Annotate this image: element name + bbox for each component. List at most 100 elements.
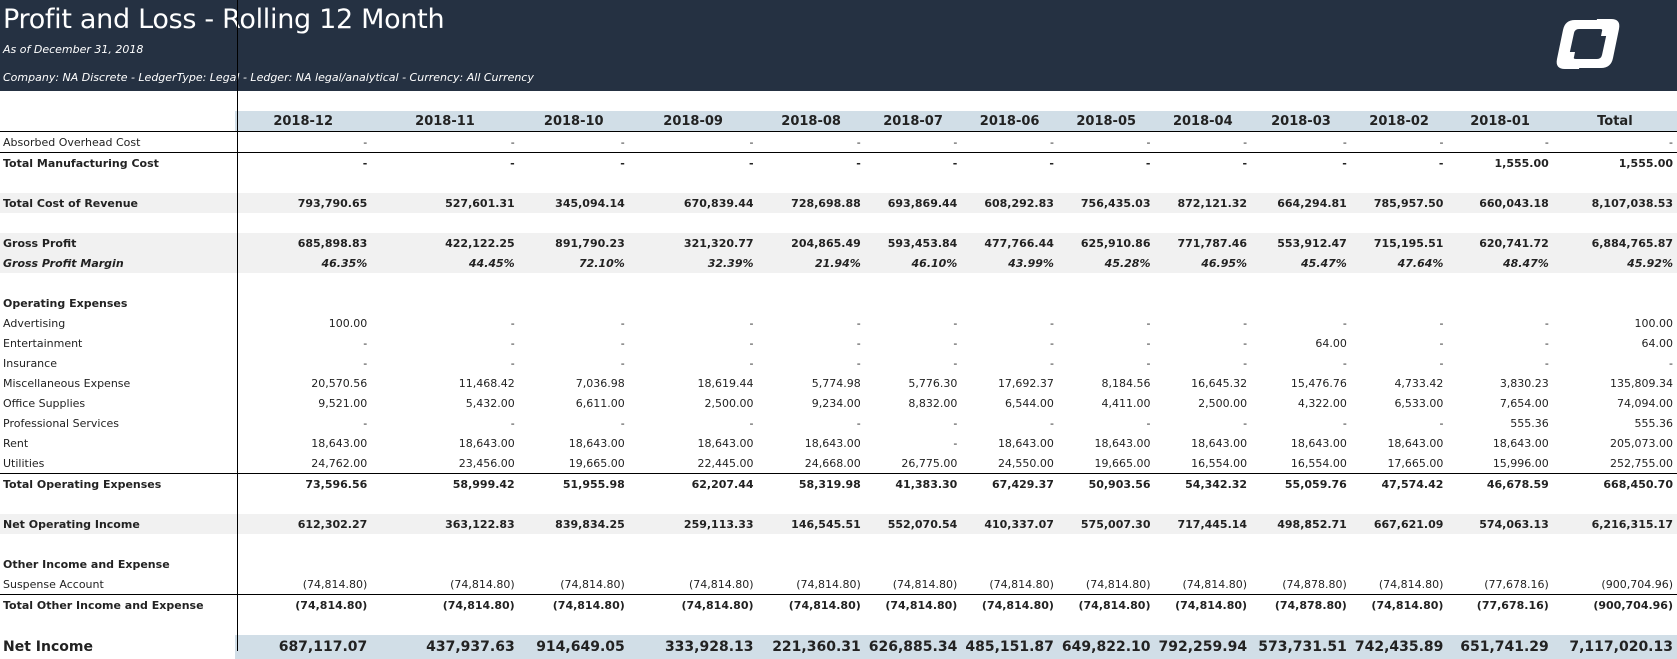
cell-value: 612,302.27 (235, 514, 372, 534)
row-label (0, 615, 235, 635)
cell-value (1553, 293, 1677, 313)
cell-value: (74,814.80) (1378, 577, 1444, 591)
cell-value: 50,903.56 (1057, 473, 1155, 494)
table-row-net-income: Net Income 687,117.07 437,937.63 914,649.05… (0, 635, 1677, 659)
cell-value: 793,790.65 (235, 193, 372, 213)
cell-value: - (1146, 356, 1151, 370)
row-label: Gross Profit (0, 233, 236, 253)
cell-value: (74,814.80) (371, 594, 519, 615)
cell-value (629, 534, 758, 554)
cell-value: - (1544, 135, 1549, 149)
cell-value: - (1439, 416, 1444, 430)
cell-value: 4,411.00 (1101, 396, 1151, 410)
cell-value (758, 534, 865, 554)
cell-value (865, 554, 962, 574)
cell-value: 553,912.47 (1251, 233, 1351, 253)
cell-value: 914,649.05 (518, 635, 629, 659)
cell-value (1155, 534, 1252, 554)
cell-value: - (953, 436, 958, 450)
cell-value: 58,999.42 (371, 473, 519, 494)
cell-value (1058, 273, 1155, 293)
cell-value: 45.92% (1552, 253, 1677, 273)
cell-value (1155, 494, 1252, 514)
row-label: Suspense Account (3, 577, 104, 591)
cell-value: 8,832.00 (908, 396, 958, 410)
column-header-2018-01: 2018-01 (1447, 111, 1553, 132)
cell-value: 693,869.44 (864, 193, 962, 213)
cell-value (1351, 293, 1448, 313)
row-label (0, 213, 235, 233)
cell-value: - (363, 135, 368, 149)
cell-value: - (371, 152, 519, 173)
cell-value (1155, 273, 1252, 293)
profit-loss-table: 2018-12 2018-11 2018-10 2018-09 2018-08 2018-… (0, 111, 1677, 659)
cell-value: 24,550.00 (997, 456, 1054, 470)
row-label: Entertainment (3, 336, 83, 350)
table-row-spacer (0, 494, 1677, 514)
row-label: Total Cost of Revenue (0, 193, 236, 213)
cell-value: (74,814.80) (1085, 577, 1151, 591)
cell-value: 651,741.29 (1447, 635, 1553, 659)
cell-value (1553, 494, 1677, 514)
cell-value: 6,884,765.87 (1552, 233, 1677, 253)
column-header-row: 2018-12 2018-11 2018-10 2018-09 2018-08 2018-… (0, 111, 1677, 132)
cell-value (371, 615, 518, 635)
cell-value: - (856, 416, 861, 430)
cell-value: 660,043.18 (1447, 193, 1553, 213)
cell-value (629, 615, 758, 635)
cell-value: 146,545.51 (757, 514, 865, 534)
cell-value: 626,885.34 (864, 635, 962, 659)
table-row-office-supplies: Office Supplies 9,521.00 5,432.00 6,611.00 2… (0, 393, 1677, 413)
cell-value: 4,733.42 (1394, 376, 1444, 390)
cell-value: - (856, 336, 861, 350)
cell-value: (74,814.80) (1350, 594, 1448, 615)
cell-value (235, 534, 371, 554)
label-header (0, 111, 236, 132)
table-row-suspense-account: Suspense Account (74,814.80) (74,814.80) (7… (0, 574, 1677, 595)
cell-value (1155, 213, 1252, 233)
cell-value: 8,184.56 (1101, 376, 1151, 390)
cell-value: - (620, 316, 625, 330)
cell-value: 221,360.31 (757, 635, 865, 659)
cell-value: 26,775.00 (901, 456, 958, 470)
cell-value (519, 554, 629, 574)
cell-value (1447, 173, 1552, 193)
cell-value: 7,654.00 (1499, 396, 1549, 410)
cell-value: 19,665.00 (1094, 456, 1151, 470)
cell-value: - (1146, 416, 1151, 430)
cell-value: - (749, 316, 754, 330)
cell-value: - (1342, 356, 1347, 370)
cell-value (758, 273, 865, 293)
cell-value: (74,814.80) (1182, 577, 1248, 591)
cell-value: 363,122.83 (371, 514, 519, 534)
row-label: Total Other Income and Expense (0, 594, 236, 615)
cell-value: - (1251, 152, 1351, 173)
cell-value: - (510, 316, 515, 330)
cell-value (1251, 534, 1351, 554)
cell-value: (74,814.80) (1057, 594, 1155, 615)
cell-value: 552,070.54 (864, 514, 962, 534)
cell-value (1447, 494, 1552, 514)
column-header-2018-09: 2018-09 (628, 111, 758, 132)
cell-value (961, 615, 1058, 635)
row-label: Other Income and Expense (3, 557, 170, 571)
cell-value: 756,435.03 (1057, 193, 1155, 213)
cell-value: - (1243, 356, 1248, 370)
cell-value: 17,665.00 (1387, 456, 1444, 470)
cell-value: 45.47% (1251, 253, 1351, 273)
table-row-spacer (0, 173, 1677, 193)
cell-value (961, 534, 1058, 554)
cell-value (865, 534, 962, 554)
cell-value (1058, 554, 1155, 574)
cell-value: 252,755.00 (1610, 456, 1673, 470)
cell-value (1251, 213, 1351, 233)
cell-value: 437,937.63 (371, 635, 519, 659)
cell-value: 16,554.00 (1191, 456, 1248, 470)
cell-value: - (620, 135, 625, 149)
cell-value (629, 494, 758, 514)
cell-value: - (1342, 416, 1347, 430)
column-header-2018-12: 2018-12 (235, 111, 372, 132)
cell-value (235, 293, 371, 313)
row-label: Operating Expenses (3, 296, 128, 310)
column-header-2018-02: 2018-02 (1350, 111, 1448, 132)
